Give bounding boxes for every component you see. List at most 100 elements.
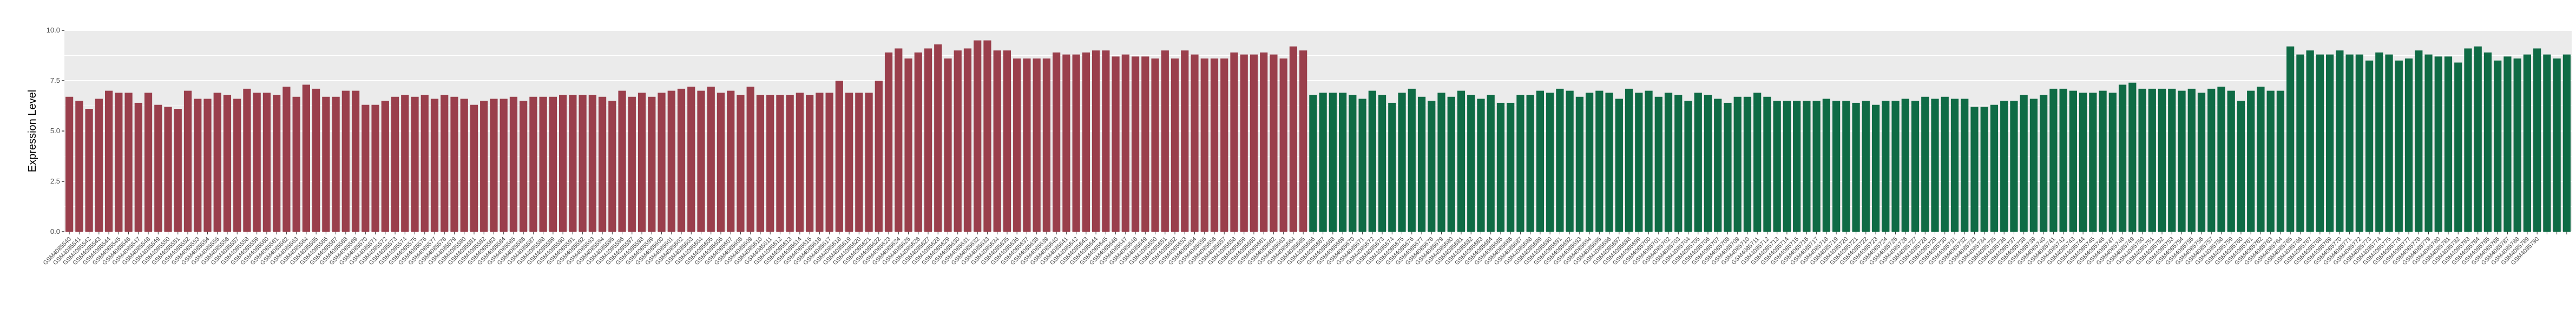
bar-group-2 [2178, 90, 2186, 232]
bar-group-1 [944, 58, 952, 232]
bar-group-2 [2197, 93, 2206, 232]
bar-group-2 [1980, 107, 1988, 232]
bar-group-2 [1911, 101, 1920, 232]
bar-group-2 [1417, 96, 1426, 232]
bar-group-2 [2020, 95, 2028, 232]
bar-group-1 [1023, 58, 1031, 232]
bar-group-1 [1210, 58, 1219, 232]
bar-group-2 [1398, 93, 1406, 232]
bar-group-1 [1092, 50, 1100, 232]
bar-group-1 [1200, 58, 1208, 232]
bar-group-1 [470, 104, 478, 232]
bar-group-1 [302, 84, 310, 232]
bar-group-1 [1171, 58, 1179, 232]
bar-group-1 [1191, 54, 1199, 232]
bar-group-2 [1309, 95, 1317, 232]
bar-group-1 [480, 101, 488, 232]
bar-group-1 [786, 95, 794, 232]
bar-group-1 [115, 93, 123, 232]
bar-group-2 [1487, 95, 1495, 232]
bar-group-2 [2227, 90, 2235, 232]
bar-group-2 [2168, 88, 2176, 232]
bar-group-2 [2404, 58, 2413, 232]
bars-layer [65, 40, 2571, 232]
bar-group-1 [1013, 58, 1021, 232]
bar-group-2 [2128, 82, 2137, 232]
bar-group-1 [1260, 52, 1268, 232]
bar-group-1 [569, 95, 577, 232]
bar-group-1 [914, 52, 922, 232]
bar-group-2 [1871, 104, 1880, 232]
bar-group-2 [2257, 87, 2265, 232]
bar-group-2 [1526, 95, 1534, 232]
bar-group-1 [934, 44, 942, 232]
bar-group-1 [1141, 56, 1149, 232]
bar-group-1 [104, 90, 113, 232]
bar-group-1 [924, 48, 932, 232]
bar-group-2 [1457, 90, 1466, 232]
bar-group-1 [490, 99, 498, 232]
bar-group-2 [1467, 95, 1475, 232]
bar-group-1 [441, 95, 449, 232]
y-tick-label: 0.0 [50, 227, 60, 236]
bar-group-2 [2010, 101, 2018, 232]
bar-group-2 [2148, 88, 2156, 232]
bar-group-2 [1319, 93, 1327, 232]
bar-group-2 [1368, 90, 1376, 232]
bar-group-1 [371, 104, 379, 232]
bar-group-1 [796, 93, 804, 232]
bar-group-1 [164, 107, 172, 232]
bar-group-2 [1575, 96, 1583, 232]
bar-group-1 [746, 87, 754, 232]
bar-group-2 [1684, 101, 1692, 232]
bar-group-2 [2553, 58, 2561, 232]
bar-group-2 [2533, 48, 2541, 232]
bar-group-2 [2415, 50, 2423, 232]
bar-group-1 [1279, 58, 1287, 232]
bar-group-1 [529, 96, 537, 232]
bar-group-2 [2494, 60, 2502, 232]
bar-group-2 [2059, 88, 2067, 232]
bar-group-1 [539, 96, 547, 232]
bar-group-2 [1970, 107, 1979, 232]
bar-group-1 [223, 95, 232, 232]
bar-group-2 [1990, 104, 1999, 232]
bar-group-1 [776, 95, 784, 232]
bar-group-1 [845, 93, 853, 232]
bar-group-1 [677, 88, 686, 232]
bar-group-1 [697, 90, 705, 232]
bar-group-1 [401, 95, 409, 232]
bar-group-1 [1151, 58, 1159, 232]
bar-group-1 [579, 95, 587, 232]
bar-group-2 [2029, 99, 2038, 232]
bar-group-2 [1536, 90, 1545, 232]
bar-group-1 [598, 96, 607, 232]
bar-group-2 [1408, 88, 1416, 232]
bar-group-1 [549, 96, 557, 232]
bar-group-1 [391, 96, 399, 232]
bar-group-2 [1901, 99, 1909, 232]
bar-group-2 [2483, 52, 2492, 232]
bar-group-1 [638, 93, 646, 232]
bar-group-1 [312, 88, 320, 232]
y-tick-label: 7.5 [50, 76, 60, 84]
bar-group-2 [2444, 56, 2453, 232]
bar-group-1 [963, 48, 972, 232]
bar-group-1 [1042, 58, 1051, 232]
bar-group-2 [1842, 101, 1850, 232]
bar-group-1 [243, 88, 251, 232]
bar-group-2 [1961, 99, 1969, 232]
bar-group-2 [2079, 93, 2087, 232]
y-axis: 0.0 2.5 5.0 7.5 10.0 [47, 26, 64, 236]
bar-group-1 [1053, 52, 1061, 232]
bar-group-1 [362, 104, 370, 232]
bar-group-1 [183, 90, 192, 232]
bar-group-2 [2138, 88, 2146, 232]
bar-group-1 [1270, 54, 1278, 232]
bar-group-2 [1437, 93, 1445, 232]
bar-group-1 [1289, 46, 1298, 232]
bar-group-2 [1803, 101, 1811, 232]
bar-group-1 [203, 99, 212, 232]
bar-group-1 [895, 48, 903, 232]
bar-group-2 [2503, 56, 2512, 232]
